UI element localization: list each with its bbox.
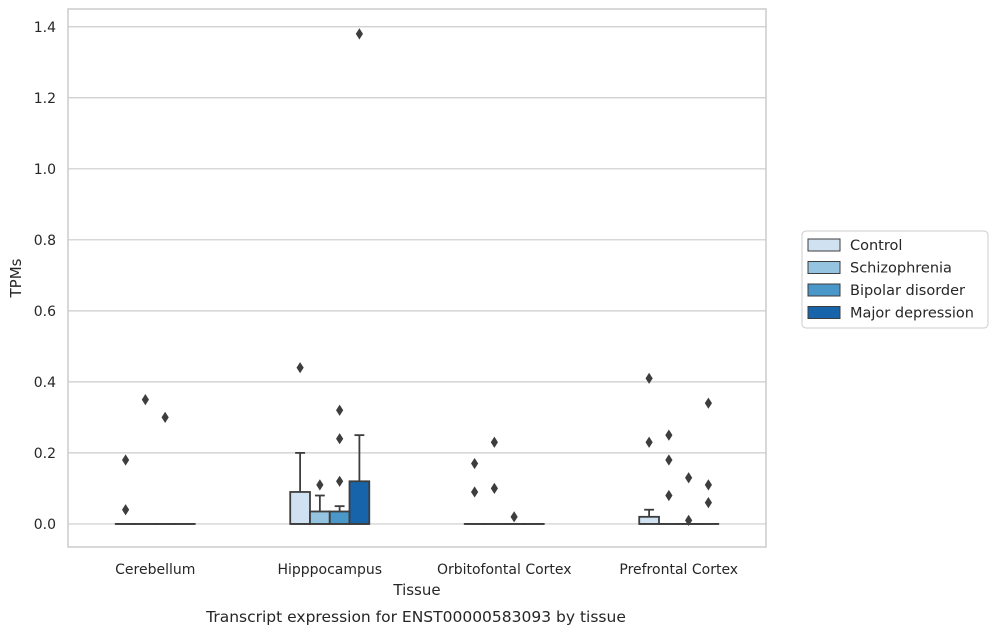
- box-group: [463, 457, 486, 525]
- outlier-point: [704, 497, 712, 509]
- outlier-point: [355, 28, 363, 40]
- box-group: [503, 511, 525, 525]
- outlier-point: [316, 479, 324, 491]
- outlier-point: [704, 397, 712, 409]
- outlier-point: [665, 454, 673, 466]
- box: [348, 480, 371, 525]
- legend-label: Control: [850, 238, 902, 254]
- box-group: [638, 372, 660, 525]
- y-tick-label: 0.2: [34, 446, 56, 462]
- x-tick-label: Hipppocampus: [277, 562, 382, 578]
- legend-swatch: [807, 238, 841, 252]
- y-tick-label: 1.2: [34, 91, 56, 107]
- legend-label: Major depression: [850, 306, 974, 322]
- plot-area: [114, 28, 720, 526]
- y-tick-label: 0.4: [34, 375, 56, 391]
- outlier-point: [122, 504, 130, 516]
- y-tick-label: 0.6: [34, 304, 56, 320]
- box-group: [328, 404, 351, 525]
- outlier-point: [685, 514, 693, 526]
- outlier-point: [471, 486, 479, 498]
- box-group: [289, 362, 311, 525]
- box-group: [677, 472, 700, 526]
- outlier-point: [122, 454, 130, 466]
- box-group: [154, 411, 176, 525]
- outlier-point: [665, 429, 673, 441]
- box-group: [114, 454, 137, 525]
- box-group: [483, 436, 506, 525]
- x-tick-label: Prefrontal Cortex: [619, 562, 738, 578]
- box-group: [134, 394, 157, 525]
- legend: Control Schizophrenia Bipolar disorder Majo…: [801, 230, 989, 329]
- outlier-point: [471, 457, 479, 470]
- outlier-point: [645, 372, 653, 384]
- legend-label: Bipolar disorder: [850, 283, 965, 299]
- outlier-point: [161, 411, 169, 423]
- gridlines: [68, 26, 766, 525]
- box-group: [348, 28, 371, 525]
- box-group: [658, 429, 680, 525]
- plot-frame: [67, 8, 767, 548]
- outlier-point: [665, 489, 673, 502]
- outlier-point: [510, 511, 518, 523]
- y-tick-label: 0.8: [34, 233, 56, 249]
- legend-swatch: [807, 306, 841, 319]
- x-tick-label: Cerebellum: [115, 562, 195, 578]
- outlier-point: [490, 482, 498, 495]
- outlier-point: [704, 479, 712, 491]
- outlier-point: [645, 436, 653, 448]
- box: [638, 515, 660, 525]
- y-tick-label: 1.0: [34, 162, 56, 178]
- outlier-point: [336, 475, 344, 487]
- legend-swatch: [807, 261, 841, 274]
- box-group: [309, 479, 331, 525]
- y-tick-labels: 0.0 0.2 0.4 0.6 0.8 1.0 1.2 1.4: [34, 20, 56, 533]
- outlier-point: [336, 433, 344, 445]
- outlier-point: [141, 394, 149, 406]
- y-axis-label: TPMs: [7, 258, 25, 298]
- x-tick-label: Orbitofontal Cortex: [437, 562, 572, 578]
- outlier-point: [336, 404, 344, 416]
- figure-caption: Transcript expression for ENST0000058309…: [205, 608, 626, 626]
- outlier-point: [685, 472, 693, 484]
- x-axis-label: Tissue: [392, 581, 440, 599]
- outlier-point: [490, 436, 498, 448]
- legend-label: Schizophrenia: [850, 261, 952, 277]
- box-group: [697, 397, 720, 525]
- box: [328, 510, 351, 525]
- box: [289, 491, 311, 525]
- x-tick-labels: Cerebellum Hipppocampus Orbitofontal Corte…: [115, 562, 738, 578]
- outlier-point: [296, 362, 304, 374]
- legend-frame: [801, 230, 989, 329]
- legend-swatch: [807, 283, 841, 297]
- box: [309, 510, 331, 525]
- y-tick-label: 1.4: [34, 20, 56, 36]
- y-tick-label: 0.0: [34, 517, 56, 533]
